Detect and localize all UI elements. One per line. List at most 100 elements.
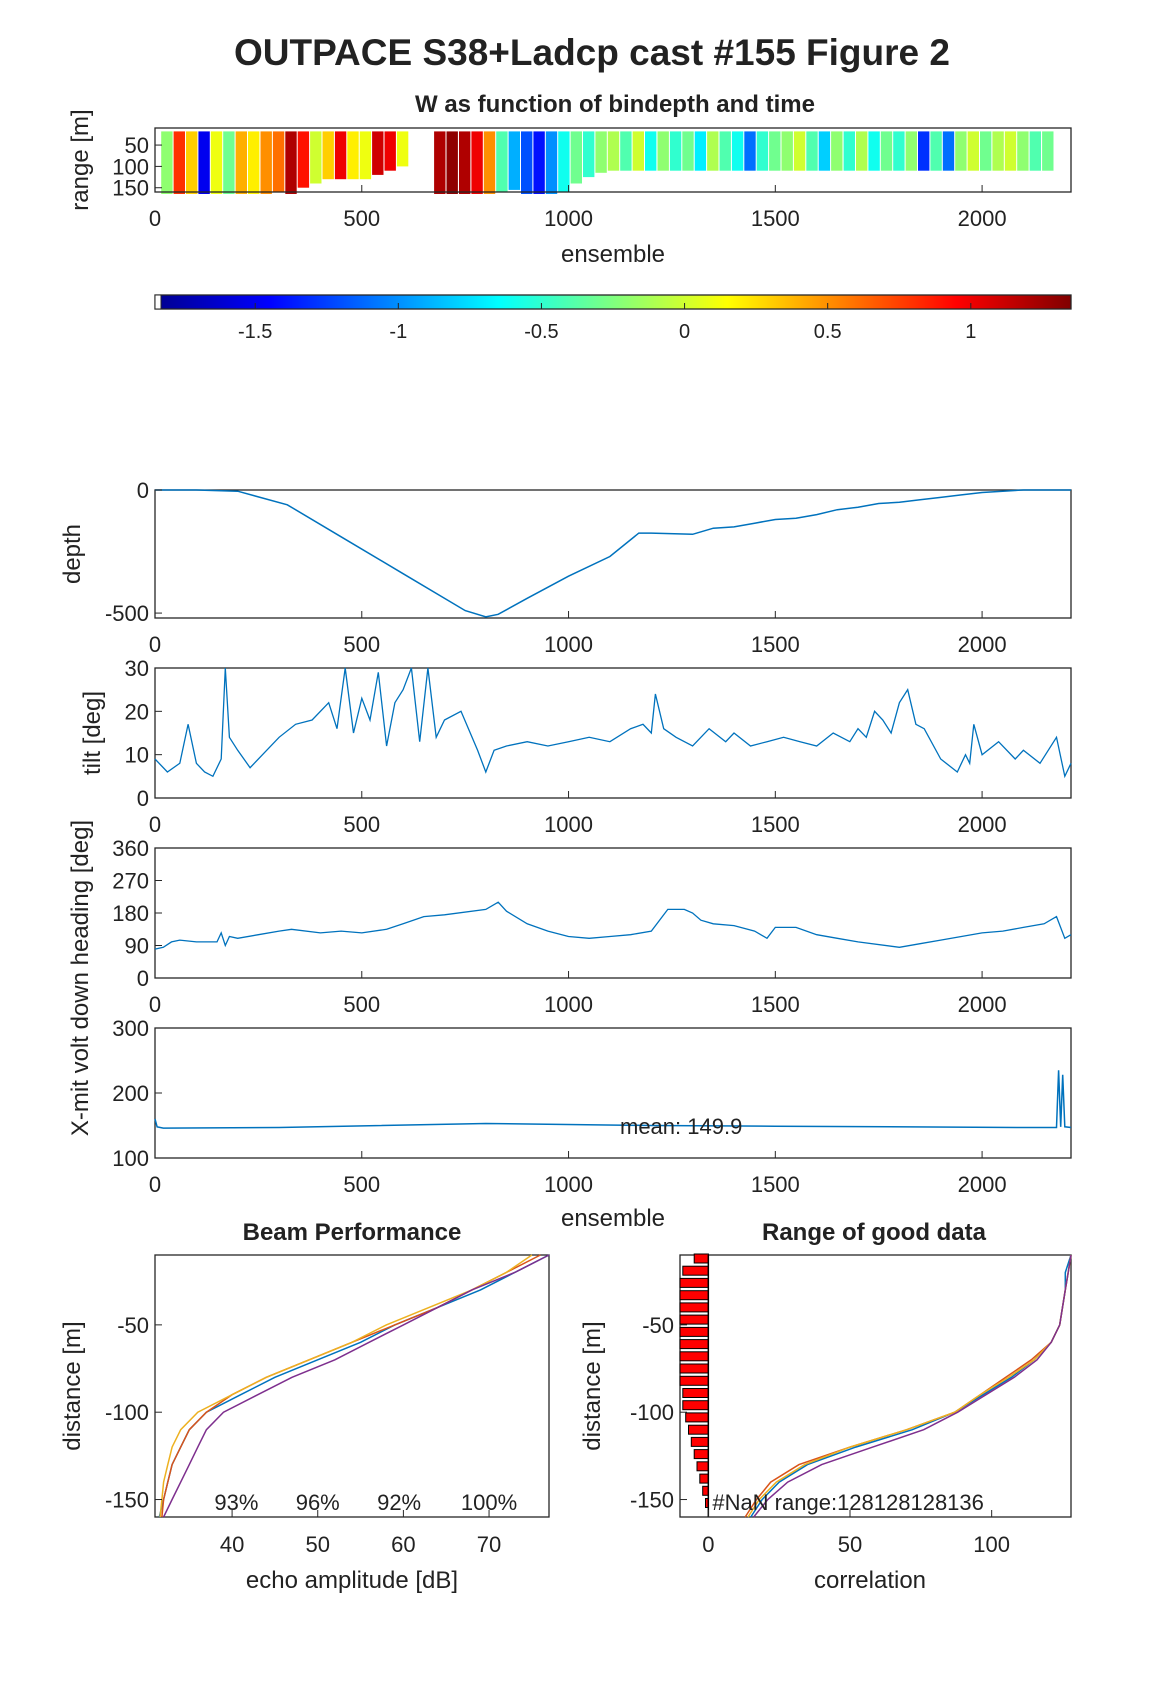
tilt-xtick-label: 1000 bbox=[544, 812, 593, 837]
tilt-ytick-label: 0 bbox=[137, 786, 149, 811]
heading-ytick-label: 270 bbox=[112, 869, 149, 894]
w-image-cell bbox=[384, 131, 396, 171]
volt-xlabel: ensemble bbox=[561, 1205, 665, 1232]
w-image-cell bbox=[161, 131, 173, 194]
colorbar-tick-label: -0.5 bbox=[524, 321, 558, 343]
colorbar-tick-label: 1 bbox=[965, 321, 976, 343]
beam-title: Beam Performance bbox=[243, 1219, 462, 1246]
w-image-panel: W as function of bindepth and time 0 500 1… bbox=[67, 91, 1072, 268]
beam-ytick-label: -50 bbox=[117, 1313, 149, 1338]
tilt-ytick-label: 10 bbox=[125, 743, 149, 768]
depth-xtick-label: 2000 bbox=[958, 632, 1007, 657]
volt-xtick-label: 1000 bbox=[544, 1172, 593, 1197]
w-image-cell bbox=[595, 131, 607, 173]
w-image-cell bbox=[173, 131, 185, 194]
w-image-cell bbox=[818, 131, 831, 171]
w-image-cell bbox=[694, 131, 707, 171]
w-image-cell bbox=[583, 131, 595, 178]
w-image-title: W as function of bindepth and time bbox=[415, 91, 815, 118]
heading-ytick-label: 360 bbox=[112, 836, 149, 861]
w-image-cell bbox=[992, 131, 1004, 171]
w-image-cell bbox=[198, 131, 210, 194]
nan-range-bar bbox=[679, 1339, 709, 1350]
beam-ytick-label: -150 bbox=[105, 1488, 149, 1513]
heading-xtick-label: 2000 bbox=[958, 992, 1007, 1017]
corr-ytick-label: -150 bbox=[630, 1488, 674, 1513]
w-image-xtick-label: 1000 bbox=[544, 206, 593, 231]
heading-xtick-label: 1000 bbox=[544, 992, 593, 1017]
beam-axes-box bbox=[154, 1254, 550, 1518]
volt-ytick-label: 300 bbox=[112, 1016, 149, 1041]
w-image-cell bbox=[322, 131, 334, 180]
heading-ticks: 0 500 1000 1500 2000 0 90 180 270 360 bbox=[112, 836, 1006, 1017]
w-image-cell bbox=[372, 131, 384, 175]
nan-range-bar bbox=[688, 1424, 709, 1435]
w-image-cell bbox=[471, 131, 483, 194]
tilt-ytick-label: 20 bbox=[125, 699, 149, 724]
tilt-series-line bbox=[154, 667, 1072, 779]
w-image-cell bbox=[607, 131, 620, 171]
tilt-ylabel: tilt [deg] bbox=[79, 691, 106, 775]
tilt-xtick-label: 0 bbox=[149, 812, 161, 837]
corr-series-lines bbox=[744, 1254, 1072, 1518]
nan-range-bar bbox=[679, 1375, 709, 1386]
depth-xtick-label: 0 bbox=[149, 632, 161, 657]
w-image-cell bbox=[1004, 131, 1017, 171]
w-image-cell bbox=[521, 131, 533, 194]
corr-title: Range of good data bbox=[762, 1219, 987, 1246]
corr-xlabel: correlation bbox=[814, 1567, 926, 1594]
w-image-cell bbox=[744, 131, 756, 171]
nan-range-bar bbox=[702, 1485, 709, 1496]
volt-xtick-label: 2000 bbox=[958, 1172, 1007, 1197]
w-image-cell bbox=[396, 131, 409, 167]
nan-range-bar bbox=[679, 1314, 709, 1325]
beam-series-1-line bbox=[158, 1254, 550, 1518]
beam-ylabel: distance [m] bbox=[59, 1321, 86, 1450]
w-image-xtick-label: 0 bbox=[149, 206, 161, 231]
w-image-cell bbox=[459, 131, 471, 194]
beam-percent-label: 93% bbox=[214, 1490, 258, 1515]
depth-ytick-label: -500 bbox=[105, 601, 149, 626]
nan-range-bar bbox=[693, 1253, 709, 1264]
tilt-ticks: 0 500 1000 1500 2000 0 10 20 30 bbox=[125, 656, 1007, 837]
volt-panel: 0 500 1000 1500 2000 100 200 300 mean: 149.9 en… bbox=[112, 1016, 1072, 1232]
w-image-cell bbox=[669, 131, 682, 171]
w-image-xtick-label: 500 bbox=[343, 206, 380, 231]
corr-ticks: 0 50 100 -150 -100 -50 bbox=[630, 1313, 1010, 1557]
volt-ytick-label: 200 bbox=[112, 1081, 149, 1106]
beam-xtick-label: 70 bbox=[477, 1532, 501, 1557]
tilt-xtick-label: 2000 bbox=[958, 812, 1007, 837]
w-image-axes-box bbox=[154, 127, 1072, 193]
depth-xtick-label: 1500 bbox=[751, 632, 800, 657]
beam-series-4-line bbox=[162, 1254, 550, 1518]
beam-ytick-label: -100 bbox=[105, 1400, 149, 1425]
w-image-cell bbox=[806, 131, 818, 171]
nan-range-bar bbox=[682, 1388, 709, 1398]
figure-title: OUTPACE S38+Ladcp cast #155 Figure 2 bbox=[234, 32, 950, 73]
w-image-cell bbox=[1042, 131, 1054, 171]
w-image-cell bbox=[285, 131, 297, 194]
corr-ytick-label: -50 bbox=[642, 1313, 674, 1338]
w-image-cell bbox=[186, 131, 198, 194]
w-image-cell bbox=[446, 131, 458, 194]
w-image-ylabel: range [m] bbox=[67, 109, 94, 210]
heading-xtick-label: 1500 bbox=[751, 992, 800, 1017]
w-image-cell bbox=[297, 131, 310, 188]
w-image-cell bbox=[942, 131, 955, 171]
w-image-ytick-label: 50 bbox=[125, 133, 149, 158]
w-image-cell bbox=[248, 131, 260, 194]
corr-xtick-label: 50 bbox=[838, 1532, 862, 1557]
tilt-xtick-label: 1500 bbox=[751, 812, 800, 837]
w-image-cell bbox=[570, 131, 582, 184]
corr-axes-box bbox=[679, 1254, 1072, 1518]
w-image-cell bbox=[272, 131, 285, 192]
volt-axes-box bbox=[154, 1027, 1072, 1159]
corr-series-1-line bbox=[750, 1254, 1072, 1518]
nan-range-bar bbox=[693, 1449, 709, 1460]
w-image-cell bbox=[930, 131, 942, 171]
nan-range-bar bbox=[679, 1290, 709, 1301]
colorbar-gradient bbox=[154, 294, 1072, 310]
volt-series-line bbox=[154, 1070, 1072, 1129]
